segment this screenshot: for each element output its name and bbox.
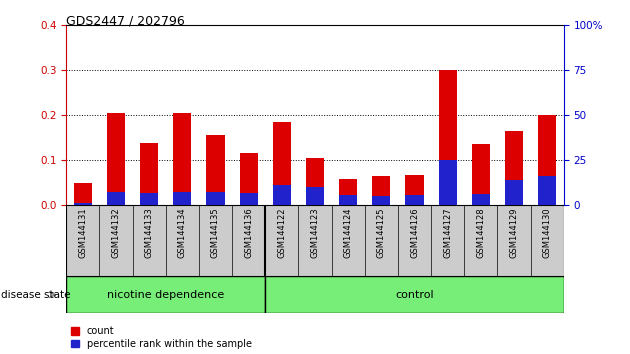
Bar	[273, 122, 291, 205]
Text: GSM144133: GSM144133	[145, 207, 154, 258]
Bar	[372, 176, 391, 205]
Text: nicotine dependence: nicotine dependence	[107, 290, 224, 300]
Bar	[339, 179, 357, 205]
Text: GSM144124: GSM144124	[344, 207, 353, 258]
Text: GSM144123: GSM144123	[311, 207, 319, 258]
Bar	[140, 143, 158, 205]
Text: disease state: disease state	[1, 290, 71, 300]
Bar	[239, 153, 258, 205]
Bar	[505, 131, 523, 205]
Text: GSM144130: GSM144130	[543, 207, 552, 258]
Bar	[438, 160, 457, 205]
Legend: count, percentile rank within the sample: count, percentile rank within the sample	[71, 326, 251, 349]
Bar	[207, 192, 224, 205]
Bar	[173, 113, 192, 205]
Bar	[74, 183, 92, 205]
Bar	[538, 176, 556, 205]
Bar	[265, 276, 564, 313]
Bar	[66, 276, 265, 313]
Bar	[173, 192, 192, 205]
Bar	[438, 70, 457, 205]
Bar	[406, 195, 423, 205]
Bar	[472, 144, 490, 205]
Text: GDS2447 / 202796: GDS2447 / 202796	[66, 14, 185, 27]
Text: GSM144134: GSM144134	[178, 207, 186, 258]
Text: GSM144128: GSM144128	[476, 207, 485, 258]
Text: control: control	[395, 290, 434, 300]
Bar	[505, 181, 523, 205]
Bar	[339, 195, 357, 205]
Bar	[306, 187, 324, 205]
Bar	[74, 203, 92, 205]
Text: GSM144126: GSM144126	[410, 207, 419, 258]
Text: GSM144131: GSM144131	[78, 207, 87, 258]
Bar	[273, 185, 291, 205]
Text: GSM144136: GSM144136	[244, 207, 253, 258]
Bar	[140, 193, 158, 205]
Bar	[472, 194, 490, 205]
Bar	[538, 115, 556, 205]
Text: GSM144135: GSM144135	[211, 207, 220, 258]
Bar	[372, 196, 391, 205]
Bar	[239, 193, 258, 205]
Bar	[107, 113, 125, 205]
Text: GSM144122: GSM144122	[277, 207, 286, 258]
Bar	[107, 192, 125, 205]
Text: GSM144129: GSM144129	[510, 207, 518, 258]
Bar	[406, 175, 423, 205]
Bar	[207, 135, 224, 205]
Bar	[306, 158, 324, 205]
Text: GSM144125: GSM144125	[377, 207, 386, 258]
Text: GSM144127: GSM144127	[444, 207, 452, 258]
Text: GSM144132: GSM144132	[112, 207, 120, 258]
